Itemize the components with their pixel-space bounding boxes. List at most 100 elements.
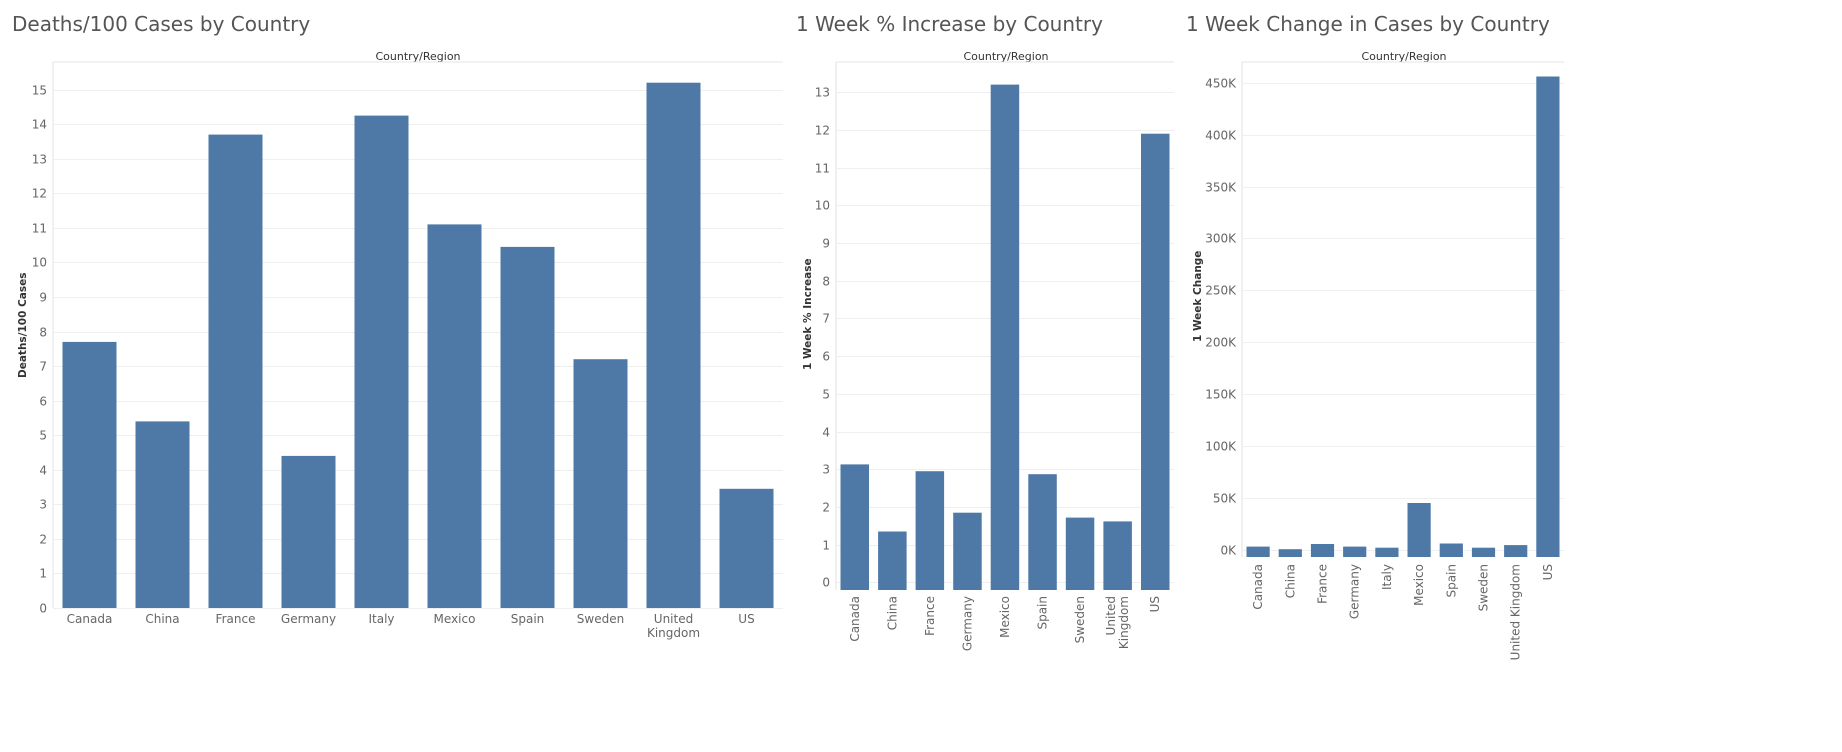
x-category-label: Mexico	[434, 612, 476, 626]
x-category-label: Spain	[1036, 596, 1050, 630]
y-tick-label: 4	[39, 464, 47, 478]
y-tick-label: 3	[39, 498, 47, 512]
y-tick-label: 9	[822, 237, 830, 251]
x-category-label: China	[885, 596, 899, 630]
y-tick-label: 350K	[1205, 181, 1237, 195]
y-tick-label: 13	[815, 86, 830, 100]
chart-title: 1 Week % Increase by Country	[796, 12, 1103, 36]
bar	[1439, 543, 1463, 557]
bar	[1471, 547, 1496, 557]
x-category-label: US	[1148, 596, 1162, 612]
y-tick-label: 0	[39, 602, 47, 616]
chart-week-pct-increase: 1 Week % Increase by Country Country/Reg…	[790, 0, 1178, 752]
x-category-label: United	[654, 612, 693, 626]
chart-title: 1 Week Change in Cases by Country	[1186, 12, 1550, 36]
y-tick-label: 11	[815, 162, 830, 176]
x-category-label: United Kingdom	[1509, 564, 1523, 660]
x-category-label: Sweden	[1477, 564, 1491, 611]
bar	[915, 471, 945, 590]
bar	[840, 464, 869, 590]
bar	[1407, 503, 1431, 557]
bar	[354, 115, 409, 608]
y-tick-label: 13	[32, 153, 47, 167]
column-header: Country/Region	[963, 50, 1049, 63]
x-category-label: Kingdom	[1117, 596, 1131, 649]
y-tick-label: 10	[815, 199, 830, 213]
y-tick-label: 12	[32, 187, 47, 201]
y-tick-label: 5	[39, 429, 47, 443]
bar	[1141, 133, 1170, 590]
column-header: Country/Region	[375, 50, 461, 63]
y-tick-label: 450K	[1205, 77, 1237, 91]
y-tick-label: 15	[32, 84, 47, 98]
x-category-label: Mexico	[1412, 564, 1426, 606]
y-tick-label: 7	[39, 360, 47, 374]
x-category-label: France	[216, 612, 256, 626]
y-tick-label: 1	[822, 539, 830, 553]
x-category-label: Spain	[1444, 564, 1458, 598]
bar	[427, 224, 482, 608]
y-tick-label: 100K	[1205, 440, 1237, 454]
chart-week-change: 1 Week Change in Cases by Country Countr…	[1178, 0, 1842, 752]
x-category-label: Mexico	[998, 596, 1012, 638]
y-tick-label: 200K	[1205, 336, 1237, 350]
bar	[990, 84, 1020, 590]
y-tick-label: 4	[822, 426, 830, 440]
chart-title: Deaths/100 Cases by Country	[12, 12, 311, 36]
y-tick-label: 9	[39, 291, 47, 305]
bar	[1504, 545, 1528, 557]
bar	[1065, 517, 1095, 590]
x-category-label: China	[1283, 564, 1297, 598]
y-tick-label: 7	[822, 312, 830, 326]
y-tick-label: 3	[822, 463, 830, 477]
bar	[500, 246, 555, 608]
bar	[878, 531, 907, 590]
y-tick-label: 1	[39, 567, 47, 581]
x-category-label: France	[1316, 564, 1330, 604]
bar	[1103, 521, 1132, 590]
y-tick-label: 11	[32, 222, 47, 236]
y-tick-label: 400K	[1205, 129, 1237, 143]
y-tick-label: 0K	[1220, 544, 1237, 558]
x-category-label: Germany	[960, 596, 974, 651]
bar	[573, 359, 628, 608]
bar	[1310, 544, 1335, 557]
y-tick-label: 150K	[1205, 388, 1237, 402]
bar	[1278, 549, 1302, 557]
y-tick-label: 2	[822, 501, 830, 515]
bar	[1343, 546, 1367, 557]
bar	[1375, 547, 1399, 557]
bar	[646, 82, 701, 608]
y-tick-label: 300K	[1205, 232, 1237, 246]
chart-svg: 0K 50K 100K 150K 200K 250K 300K 350K 400K 450K Can…	[1205, 61, 1564, 660]
x-category-label: Germany	[1348, 564, 1362, 619]
x-category-label: France	[923, 596, 937, 636]
y-tick-label: 5	[822, 388, 830, 402]
x-category-label: Italy	[1380, 564, 1394, 590]
x-category-label: Sweden	[577, 612, 624, 626]
column-header: Country/Region	[1361, 50, 1447, 63]
x-category-label: Germany	[281, 612, 336, 626]
bar	[1028, 474, 1057, 590]
bar	[62, 341, 117, 608]
x-category-label: Canada	[848, 596, 862, 642]
x-category-label: Sweden	[1073, 596, 1087, 643]
y-tick-label: 0	[822, 576, 830, 590]
bar	[719, 488, 774, 608]
bar	[135, 421, 190, 608]
y-tick-label: 14	[32, 118, 47, 132]
x-category-label: US	[738, 612, 754, 626]
y-tick-label: 50K	[1213, 492, 1237, 506]
y-tick-label: 8	[39, 326, 47, 340]
bar	[281, 455, 336, 608]
x-category-label: United	[1104, 596, 1118, 635]
bar	[1536, 76, 1560, 557]
x-category-label: Spain	[511, 612, 545, 626]
y-tick-label: 6	[822, 350, 830, 364]
y-tick-label: 12	[815, 124, 830, 138]
x-category-label: Kingdom	[647, 626, 700, 640]
bar	[953, 512, 982, 590]
y-tick-label: 10	[32, 256, 47, 270]
